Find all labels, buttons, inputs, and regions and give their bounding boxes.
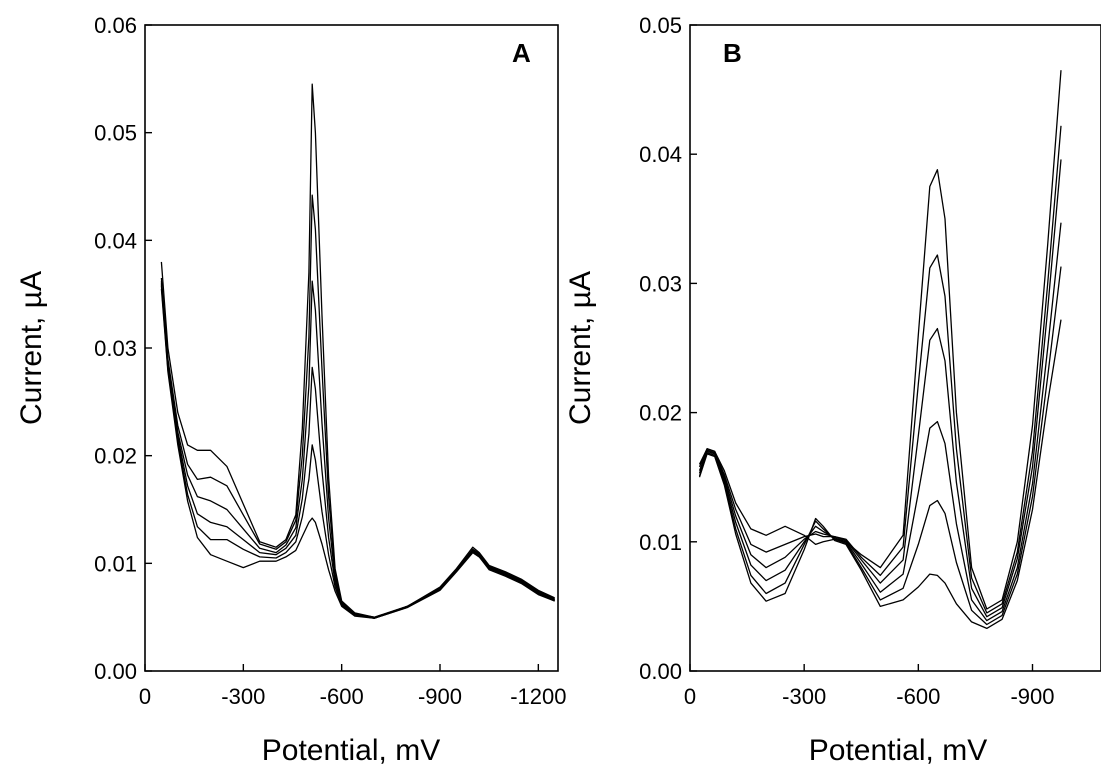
- series-line-b-6: [698, 319, 1062, 630]
- y-axis-label-b: Current, µA: [564, 271, 597, 425]
- x-tick-label-b: -300: [782, 684, 826, 709]
- x-tick-label-b: -600: [896, 684, 940, 709]
- y-ticks-a: 0.00 0.01 0.02 0.03 0.04 0.05 0.06: [94, 13, 152, 684]
- series-line-a-6: [160, 288, 555, 619]
- plot-frame-a: [144, 24, 559, 672]
- chart-panel-b: 0.00 0.01 0.02 0.03 0.04 0.05 0 -300 -600 -900 B…: [564, 13, 1101, 767]
- series-line-a-3: [160, 280, 555, 619]
- y-tick-label-b: 0.00: [639, 659, 682, 684]
- series-line-a-1: [160, 83, 555, 618]
- series-line-b-5: [698, 266, 1062, 626]
- panel-label-a: A: [512, 38, 531, 68]
- series-line-a-2: [160, 194, 555, 618]
- y-tick-label-b: 0.02: [639, 401, 682, 426]
- x-tick-label-a: -1200: [510, 684, 566, 709]
- y-tick-label-a: 0.01: [94, 551, 137, 576]
- y-tick-label-b: 0.05: [639, 13, 682, 38]
- x-tick-label-a: -600: [320, 684, 364, 709]
- y-tick-label-a: 0.02: [94, 444, 137, 469]
- x-tick-label-b: 0: [684, 684, 696, 709]
- x-ticks-b: 0 -300 -600 -900: [684, 664, 1055, 709]
- y-tick-label-b: 0.03: [639, 271, 682, 296]
- y-tick-label-a: 0.06: [94, 13, 137, 38]
- series-line-b-2: [698, 125, 1062, 614]
- x-ticks-a: 0 -300 -600 -900 -1200: [139, 664, 566, 709]
- y-axis-label-a: Current, µA: [15, 271, 48, 425]
- x-axis-label-b: Potential, mV: [809, 734, 987, 767]
- curves-a: [160, 83, 555, 619]
- y-tick-label-b: 0.04: [639, 142, 682, 167]
- panel-label-b: B: [723, 38, 742, 68]
- x-tick-label-a: -300: [221, 684, 265, 709]
- y-tick-label-a: 0.03: [94, 336, 137, 361]
- x-tick-label-a: 0: [139, 684, 151, 709]
- plot-frame-b: [689, 24, 1101, 672]
- series-line-a-4: [160, 283, 555, 619]
- x-axis-label-a: Potential, mV: [262, 734, 440, 767]
- curves-b: [698, 70, 1062, 630]
- x-tick-label-b: -900: [1010, 684, 1054, 709]
- series-line-b-3: [698, 159, 1062, 618]
- y-tick-label-b: 0.01: [639, 530, 682, 555]
- series-line-b-4: [698, 222, 1062, 622]
- y-tick-label-a: 0.00: [94, 659, 137, 684]
- y-tick-label-a: 0.04: [94, 228, 137, 253]
- y-ticks-b: 0.00 0.01 0.02 0.03 0.04 0.05: [639, 13, 697, 684]
- series-line-b-1: [698, 70, 1062, 610]
- chart-panel-a: 0.00 0.01 0.02 0.03 0.04 0.05 0.06 0 -300 -600 -9…: [15, 13, 566, 767]
- y-tick-label-a: 0.05: [94, 121, 137, 146]
- x-tick-label-a: -900: [418, 684, 462, 709]
